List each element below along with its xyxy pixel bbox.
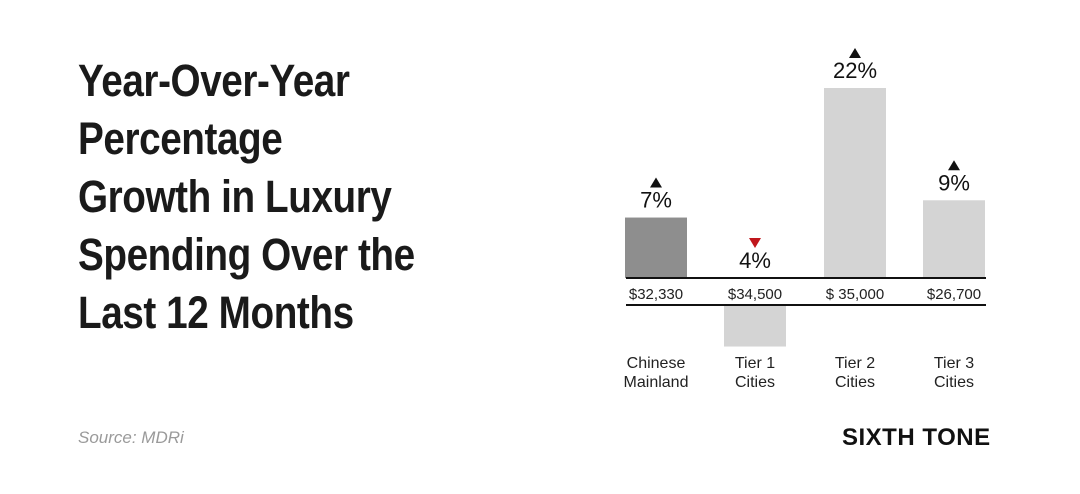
title-line: Spending Over the (78, 229, 415, 280)
spending-label: $32,330 (629, 286, 683, 303)
down-arrow-icon (749, 238, 761, 248)
spending-label: $26,700 (927, 286, 981, 303)
title-line: Percentage (78, 113, 283, 164)
chart-title: Year-Over-Year Percentage Growth in Luxu… (78, 52, 456, 342)
value-label: 22% (833, 58, 877, 83)
category-label: Chinese (627, 355, 686, 372)
value-label: 4% (739, 248, 771, 273)
spending-label: $ 35,000 (826, 286, 884, 303)
title-line: Growth in Luxury (78, 171, 392, 222)
brand-logo: SIXTH TONE (842, 424, 991, 451)
category-label: Cities (934, 374, 974, 391)
bar (923, 200, 985, 278)
bar (824, 88, 886, 278)
title-line: Last 12 Months (78, 287, 354, 338)
bar (724, 305, 786, 347)
up-arrow-icon (650, 177, 662, 188)
up-arrow-icon (948, 160, 960, 171)
title-line: Year-Over-Year (78, 55, 350, 106)
category-label: Tier 2 (835, 355, 875, 372)
up-arrow-icon (849, 48, 861, 58)
bar (625, 217, 687, 278)
source-note: Source: MDRi (78, 428, 184, 447)
spending-label: $34,500 (728, 286, 782, 303)
category-label: Mainland (624, 374, 689, 391)
category-label: Cities (835, 374, 875, 391)
category-label: Tier 1 (735, 355, 775, 372)
category-label: Tier 3 (934, 355, 974, 372)
value-label: 7% (640, 188, 672, 213)
category-label: Cities (735, 374, 775, 391)
value-label: 9% (938, 170, 970, 195)
